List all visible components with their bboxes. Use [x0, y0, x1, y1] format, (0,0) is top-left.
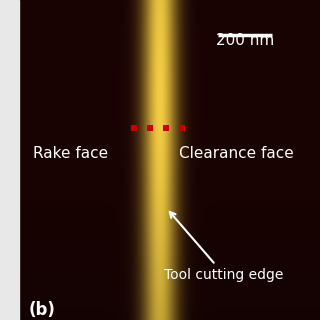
Text: Tool cutting edge: Tool cutting edge: [164, 212, 284, 282]
Bar: [0, 0, 19, 320]
Text: 200 nm: 200 nm: [216, 33, 274, 48]
Text: Rake face: Rake face: [33, 146, 108, 161]
Text: (b): (b): [29, 301, 56, 319]
Text: Clearance face: Clearance face: [180, 146, 294, 161]
